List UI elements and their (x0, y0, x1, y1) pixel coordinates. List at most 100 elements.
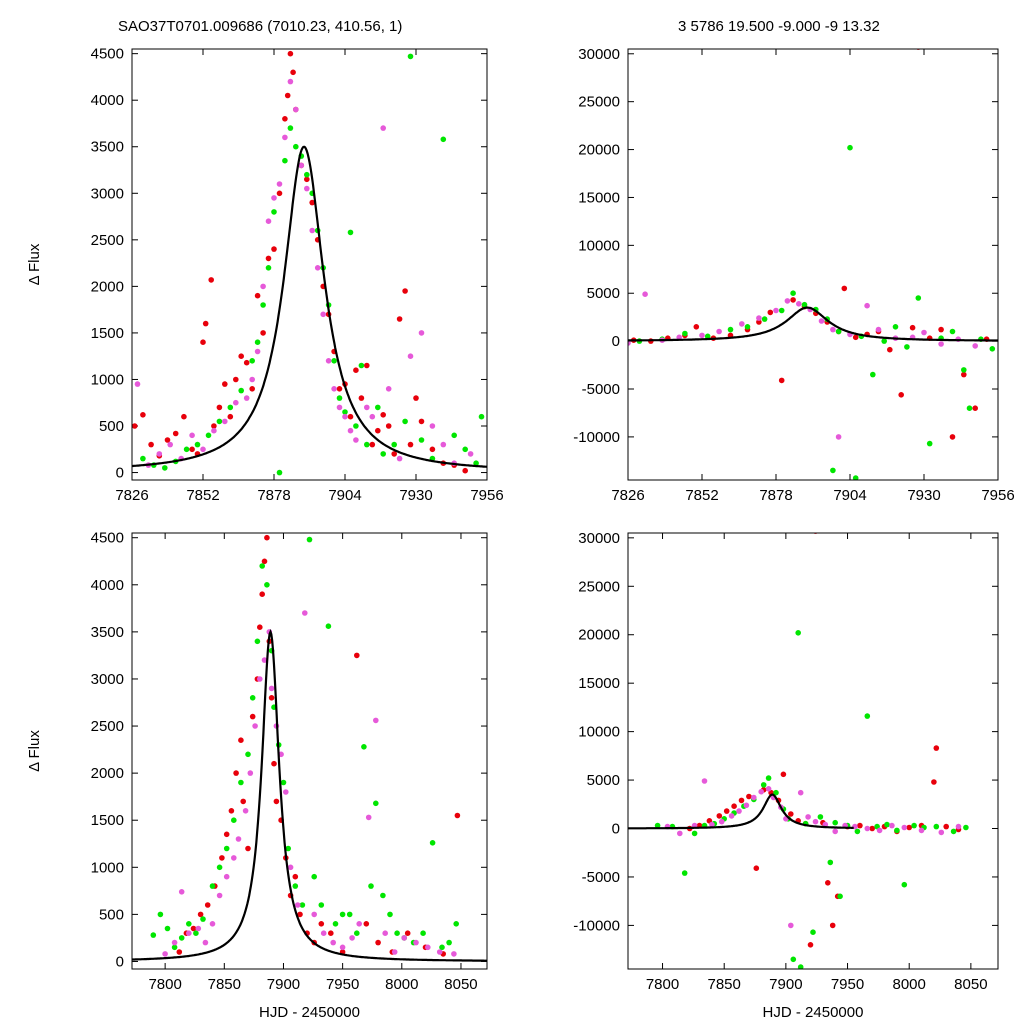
data-point-green (227, 404, 234, 411)
data-point-red (240, 798, 246, 805)
data-point-green (989, 346, 996, 352)
data-point-magenta (385, 386, 392, 392)
data-point-red (261, 558, 268, 565)
data-point-red (738, 797, 745, 804)
data-point-red (190, 925, 197, 932)
data-point-green (884, 821, 890, 828)
data-point-red (268, 695, 275, 701)
y-tick-label: 3000 (91, 671, 124, 688)
data-point-red (211, 423, 217, 429)
x-axis-label: HJD - 2450000 (259, 1004, 360, 1021)
data-point-red (216, 404, 223, 411)
data-point-magenta (835, 434, 842, 440)
data-point-magenta (302, 610, 308, 616)
data-point-magenta (972, 343, 978, 349)
data-point-red (790, 297, 796, 303)
data-point-magenta (222, 418, 228, 425)
data-point-magenta (876, 827, 883, 834)
data-point-red (276, 190, 283, 197)
data-point-magenta (889, 822, 895, 829)
x-tick-label: 7800 (148, 976, 181, 993)
data-point-green (299, 902, 306, 908)
data-point-magenta (451, 951, 457, 957)
data-point-red (197, 911, 204, 918)
y-tick-label: 4500 (91, 530, 124, 547)
y-tick-label: 0 (116, 465, 124, 482)
x-tick-label: 7956 (981, 487, 1014, 504)
plot-frame (627, 48, 999, 481)
x-tick-label: 7852 (186, 487, 219, 504)
data-point-green (287, 125, 294, 131)
data-point-green (209, 883, 216, 889)
data-point-red (249, 386, 255, 392)
data-point-red (164, 437, 171, 443)
data-point-magenta (257, 676, 263, 682)
data-point-red (284, 92, 291, 99)
data-point-green (407, 53, 414, 60)
data-point-green (810, 929, 816, 935)
data-point-magenta (235, 836, 242, 842)
data-point-red (292, 873, 299, 880)
data-point-red (931, 779, 937, 785)
data-point-green (259, 563, 266, 569)
y-axis-label: Δ Flux (26, 730, 43, 772)
data-point-green (704, 333, 711, 340)
data-point-green (254, 339, 261, 346)
data-point-green (271, 209, 277, 215)
data-point-red (202, 320, 209, 327)
data-point-red (391, 451, 398, 457)
data-point-magenta (320, 311, 327, 318)
data-point-magenta (440, 441, 447, 448)
y-tick-label: 1000 (91, 859, 124, 876)
data-point-magenta (709, 821, 715, 828)
data-point-magenta (186, 930, 192, 936)
data-point-green (949, 328, 956, 335)
data-point-red (429, 446, 436, 453)
data-point-green (966, 405, 973, 412)
data-point-green (311, 873, 318, 880)
data-points (628, 49, 996, 480)
y-tick-label: 500 (99, 906, 124, 923)
data-point-green (216, 864, 223, 871)
data-point-red (375, 427, 381, 434)
data-point-magenta (162, 951, 168, 957)
data-point-green (915, 295, 922, 301)
data-point-magenta (330, 939, 337, 946)
data-point-magenta (276, 181, 283, 187)
data-point-green (205, 432, 212, 439)
plot-frame (627, 532, 999, 970)
y-tick-label: 15000 (578, 675, 620, 692)
fit-curve (628, 793, 854, 830)
data-point-red (825, 880, 831, 886)
data-point-red (413, 395, 419, 401)
y-tick-label: 10000 (578, 237, 620, 254)
data-point-green (318, 902, 325, 908)
y-tick-label: 1500 (91, 325, 124, 342)
data-point-red (243, 359, 250, 366)
data-point-magenta (788, 922, 794, 929)
data-point-magenta (830, 326, 836, 333)
data-point-red (418, 418, 425, 425)
x-tick-label: 7956 (470, 487, 503, 504)
x-tick-label: 7852 (685, 487, 718, 504)
y-tick-label: 25000 (578, 578, 620, 595)
data-point-green (304, 171, 310, 178)
data-point-green (223, 845, 230, 852)
data-point-magenta (283, 789, 289, 795)
data-point-green (178, 935, 185, 941)
data-point-magenta (265, 218, 272, 224)
data-point-magenta (282, 134, 288, 141)
data-point-magenta (242, 808, 249, 814)
data-point-red (271, 760, 277, 767)
data-point-green (364, 441, 370, 448)
data-point-red (304, 176, 310, 183)
data-point-magenta (243, 395, 250, 401)
data-point-green (254, 638, 261, 645)
data-point-green (293, 143, 299, 150)
y-tick-label: 5000 (587, 772, 620, 789)
data-point-green (462, 446, 469, 453)
data-point-magenta (628, 340, 631, 346)
data-point-magenta (382, 930, 389, 936)
data-point-green (387, 911, 393, 918)
data-point-red (938, 326, 944, 333)
